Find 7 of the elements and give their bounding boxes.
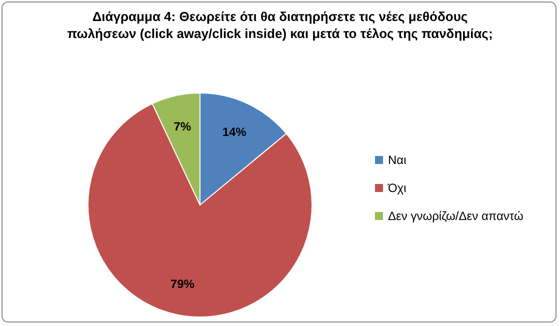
data-label: 14%: [222, 125, 247, 140]
legend-label: Όχι: [387, 181, 407, 196]
data-label: 79%: [170, 276, 195, 291]
legend-label: Δεν γνωρίζω/Δεν απαντώ: [388, 209, 524, 224]
legend-label: Ναι: [388, 153, 407, 168]
data-label: 7%: [174, 120, 192, 134]
chart-title: Διάγραμμα 4: Θεωρείτε ότι θα διατηρήσετε τις νέες μεθόδους πωλήσεων (click away/click inside) και μετά το τέλος της πανδημίας;: [66, 8, 494, 42]
